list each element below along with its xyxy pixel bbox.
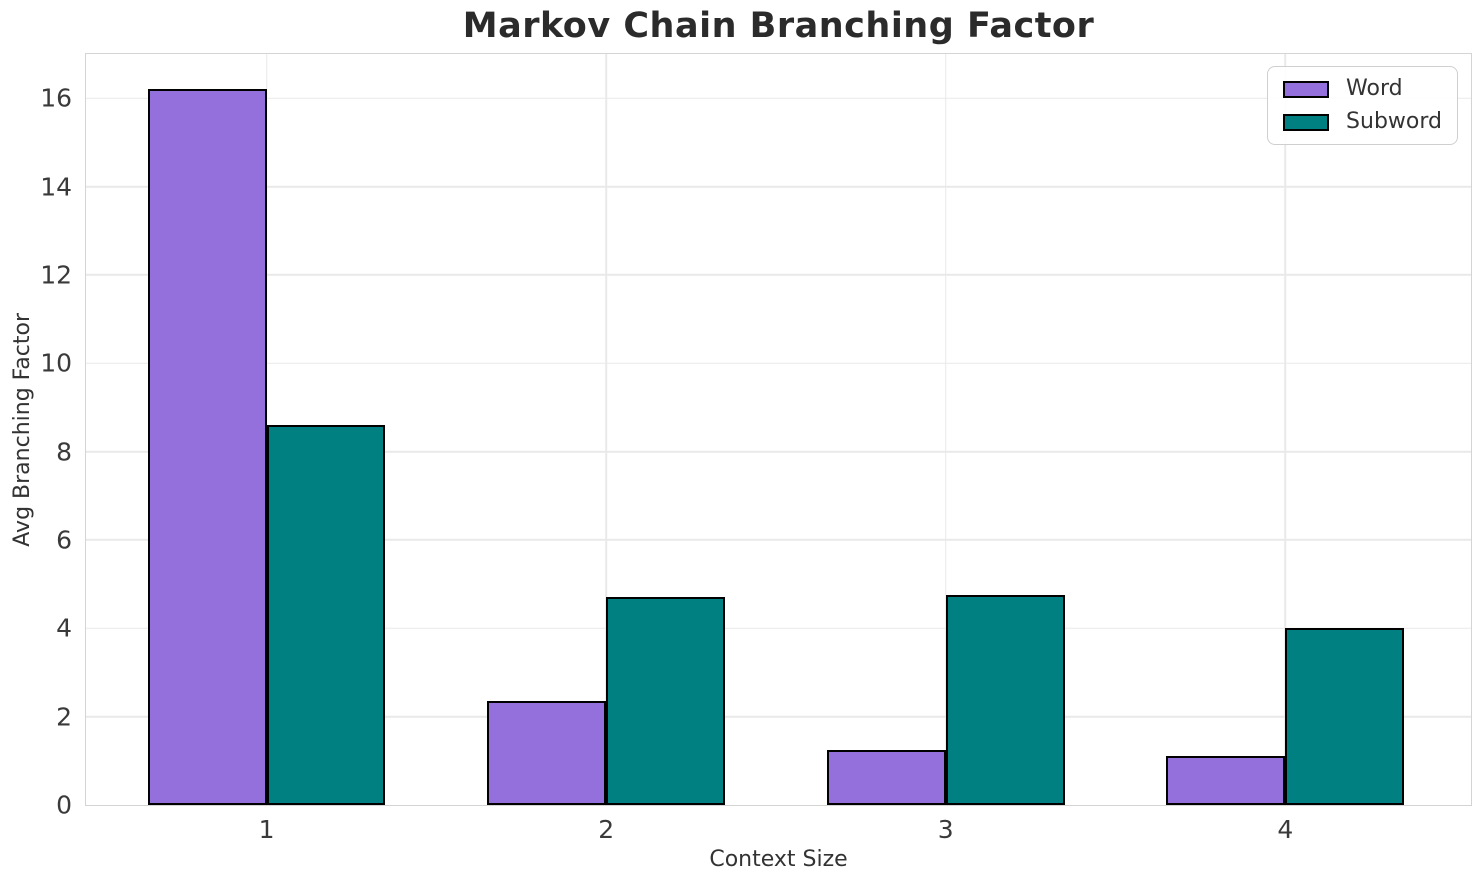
gridline-vertical [1284,54,1287,805]
bar-word-3 [826,749,946,805]
bar-word-2 [487,701,607,805]
x-axis-label: Context Size [709,847,848,872]
y-tick-label: 2 [56,702,72,732]
x-tick-label: 2 [598,815,615,844]
gridline-horizontal [86,185,1471,188]
legend-label-subword: Subword [1346,109,1442,135]
bar-subword-2 [606,597,725,805]
gridline-horizontal [86,97,1471,99]
y-tick-label: 6 [56,525,72,555]
y-tick-label: 16 [40,83,72,113]
y-axis-label-wrap: Avg Branching Factor [6,53,38,806]
y-axis-label: Avg Branching Factor [9,312,35,547]
legend: Word Subword [1267,66,1458,146]
legend-item-subword: Subword [1283,109,1442,135]
gridline-vertical [605,54,607,805]
gridline-vertical [944,54,947,805]
y-tick-label: 0 [56,790,72,820]
gridline-horizontal [86,450,1471,453]
x-tick-label: 1 [258,815,275,844]
gridline-horizontal [86,274,1471,276]
x-tick-label: 4 [1277,815,1294,844]
bar-word-1 [147,89,267,805]
legend-swatch-word [1283,80,1330,98]
y-tick-label: 8 [56,437,72,467]
gridline-horizontal [86,715,1471,718]
legend-swatch-subword [1283,113,1330,131]
gridline-horizontal [86,627,1471,630]
gridline-horizontal [86,362,1471,364]
y-tick-label: 14 [40,172,72,202]
x-tick-label: 3 [937,815,954,844]
bar-subword-3 [945,595,1065,805]
plot-area: Word Subword 0 2 4 6 8 10 12 14 16 1 2 3 4 [40,53,1472,842]
y-tick-label: 10 [40,348,72,378]
bar-subword-1 [266,425,386,805]
y-tick-label: 4 [56,613,72,643]
legend-label-word: Word [1346,76,1403,101]
legend-item-word: Word [1283,76,1442,101]
bar-word-4 [1166,756,1286,805]
y-tick-label: 12 [40,260,72,290]
gridline-horizontal [86,539,1471,541]
bar-subword-4 [1285,628,1405,805]
chart-title: Markov Chain Branching Factor [462,6,1095,46]
